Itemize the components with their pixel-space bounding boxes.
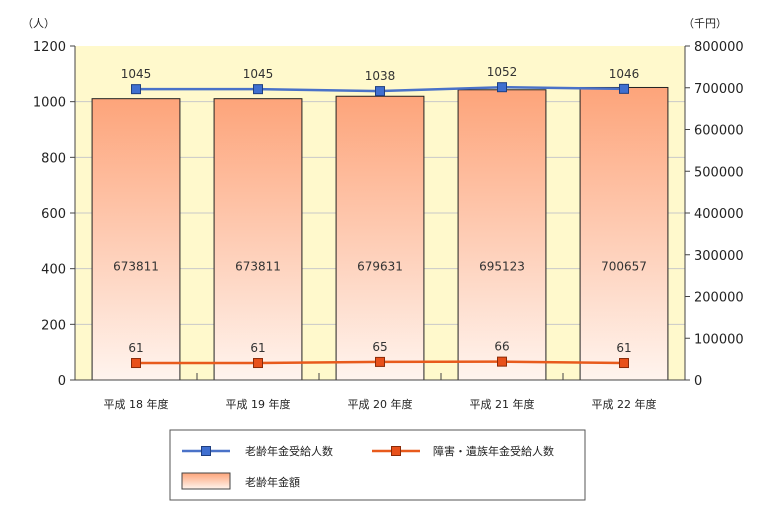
left-tick-label: 400 <box>41 263 66 278</box>
x-tick-label: 平成 21 年度 <box>470 397 535 411</box>
right-tick-label: 300000 <box>694 249 744 264</box>
right-tick-label: 400000 <box>694 207 744 222</box>
line-value-label-disability: 61 <box>616 341 631 355</box>
marker-elderly <box>619 83 629 94</box>
left-tick-label: 600 <box>41 207 66 222</box>
legend: 老齢年金受給人数 障害・遺族年金受給人数 老齢年金額 <box>169 429 586 501</box>
legend-marker-elderly <box>201 446 211 456</box>
legend-label-disability: 障害・遺族年金受給人数 <box>433 444 554 458</box>
right-axis-unit: （千円） <box>683 17 727 30</box>
line-value-label-disability: 61 <box>128 341 143 355</box>
bar-amount <box>335 95 425 381</box>
marker-elderly <box>253 84 263 95</box>
lines-layer <box>131 82 629 369</box>
left-tick-label: 1000 <box>33 96 66 111</box>
marker-disability <box>375 356 385 367</box>
left-tick-label: 800 <box>41 151 66 166</box>
marker-elderly <box>497 82 507 93</box>
line-value-label-elderly: 1038 <box>365 69 396 83</box>
x-tick-label: 平成 18 年度 <box>104 397 169 411</box>
legend-box <box>169 429 586 501</box>
line-value-label-disability: 61 <box>250 341 265 355</box>
right-tick-label: 200000 <box>694 291 744 306</box>
line-value-label-elderly: 1052 <box>487 65 518 79</box>
right-tick-label: 500000 <box>694 165 744 180</box>
legend-label-elderly: 老齢年金受給人数 <box>245 444 333 458</box>
line-value-label-elderly: 1045 <box>121 67 152 81</box>
x-tick-label: 平成 22 年度 <box>592 397 657 411</box>
left-tick-label: 0 <box>58 374 66 389</box>
bars-layer <box>91 86 669 381</box>
right-tick-label: 700000 <box>694 82 744 97</box>
bar-value-label: 673811 <box>113 259 159 273</box>
bar-amount <box>213 98 303 381</box>
marker-disability <box>131 358 141 369</box>
bar-value-label: 679631 <box>357 259 403 273</box>
x-tick-label: 平成 20 年度 <box>348 397 413 411</box>
line-value-label-disability: 65 <box>372 340 387 354</box>
line-value-label-elderly: 1046 <box>609 67 640 81</box>
marker-disability <box>619 358 629 369</box>
line-value-label-disability: 66 <box>494 340 509 354</box>
line-value-label-elderly: 1045 <box>243 67 274 81</box>
bar-value-label: 700657 <box>601 259 647 273</box>
marker-elderly <box>131 84 141 95</box>
bar-amount <box>579 86 669 381</box>
bar-amount <box>91 98 181 381</box>
right-tick-label: 600000 <box>694 124 744 139</box>
legend-swatch-amount <box>181 472 231 490</box>
marker-elderly <box>375 86 385 97</box>
bar-value-label: 673811 <box>235 259 281 273</box>
left-tick-label: 1200 <box>33 40 66 55</box>
bar-amount <box>457 89 547 381</box>
left-axis-unit: （人） <box>22 17 55 30</box>
left-tick-label: 200 <box>41 318 66 333</box>
bar-value-label: 695123 <box>479 259 525 273</box>
right-tick-label: 800000 <box>694 40 744 55</box>
right-tick-label: 0 <box>694 374 702 389</box>
labels-layer: 673811 673811 679631 695123 700657 1045 1045 10… <box>33 40 744 411</box>
legend-label-amount: 老齢年金額 <box>245 475 300 489</box>
legend-marker-disability <box>391 446 401 456</box>
marker-disability <box>253 358 263 369</box>
right-tick-label: 100000 <box>694 332 744 347</box>
axes-layer <box>70 45 690 381</box>
x-tick-label: 平成 19 年度 <box>226 397 291 411</box>
marker-disability <box>497 356 507 367</box>
